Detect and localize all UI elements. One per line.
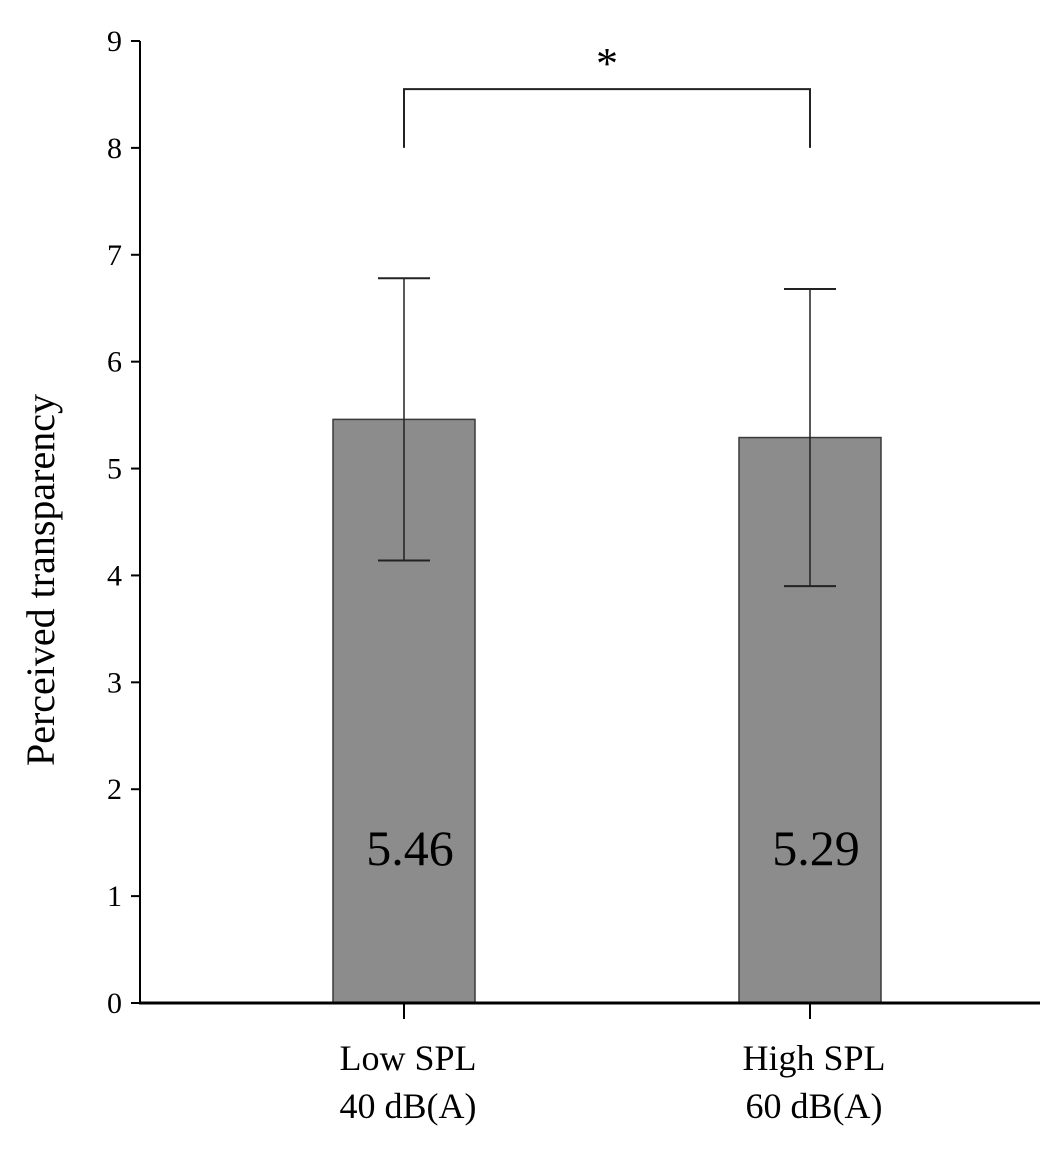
significance-bracket: * [403, 39, 811, 148]
y-tick-label-4: 4 [107, 559, 122, 592]
x-axis: Low SPL 40 dB(A) High SPL 60 dB(A) [139, 1001, 1040, 1126]
y-tick-label-2: 2 [107, 773, 122, 806]
y-tick-label-6: 6 [107, 346, 122, 379]
y-axis-label: Perceived transparency [18, 394, 63, 766]
x-tick-label-0-1: 40 dB(A) [340, 1086, 477, 1126]
bar-value-label-0: 5.46 [366, 820, 454, 876]
y-tick-label-7: 7 [107, 239, 122, 272]
y-tick-label-0: 0 [107, 987, 122, 1020]
significance-bracket-line [403, 88, 811, 148]
y-axis: 0 1 2 3 4 5 6 7 8 9 [107, 25, 141, 1020]
x-tick-label-0-0: Low SPL [339, 1038, 476, 1078]
y-tick-label-1: 1 [107, 880, 122, 913]
value-labels: 5.46 5.29 [366, 820, 860, 876]
y-tick-label-5: 5 [107, 453, 122, 486]
y-tick-label-3: 3 [107, 666, 122, 699]
y-tick-label-8: 8 [107, 132, 122, 165]
x-tick-label-1-0: High SPL [742, 1038, 885, 1078]
significance-star: * [596, 39, 618, 88]
bars [332, 418, 882, 1004]
error-bars [378, 277, 836, 588]
y-tick-label-9: 9 [107, 25, 122, 58]
bar-value-label-1: 5.29 [772, 820, 860, 876]
x-tick-label-1-1: 60 dB(A) [746, 1086, 883, 1126]
